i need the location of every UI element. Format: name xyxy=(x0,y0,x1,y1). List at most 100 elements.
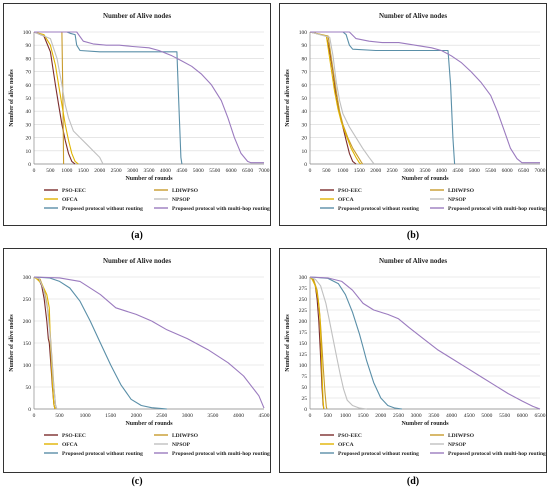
y-tick-label: 40 xyxy=(26,109,32,115)
legend-label-proposed-protocol-with-multi-hop-routing: Proposed protocol with multi-hop routing xyxy=(448,206,546,212)
x-tick-label: 4500 xyxy=(464,413,475,419)
x-tick-label: 4000 xyxy=(446,413,457,419)
series-line-ofca xyxy=(33,276,56,410)
x-tick-label: 3500 xyxy=(144,168,155,174)
chart-title: Number of Alive nodes xyxy=(103,12,171,20)
series-line-ofca xyxy=(33,31,79,165)
legend-label-proposed-protocol-without-routing: Proposed protocol without routing xyxy=(338,451,419,457)
y-tick-label: 10 xyxy=(26,149,32,155)
legend-label-ldiwpso: LDIWPSO xyxy=(172,433,199,439)
series-line-proposed-protocol-without-routing xyxy=(34,31,183,165)
x-tick-label: 500 xyxy=(55,413,64,419)
chart-title: Number of Alive nodes xyxy=(103,257,171,265)
series-line-pso-eec xyxy=(33,31,76,165)
series-line-proposed-protocol-without-routing xyxy=(309,276,403,410)
chart-frame-d: Number of Alive nodes 0 25 50 75 100 125 150 175… xyxy=(279,248,547,473)
legend-label-npsop: NPSOP xyxy=(448,442,467,448)
panel-label-b: (b) xyxy=(406,230,420,241)
x-tick-label: 6000 xyxy=(502,168,513,174)
y-tick-label: 60 xyxy=(302,83,308,89)
x-tick-label: 5500 xyxy=(485,168,496,174)
chart-title: Number of Alive nodes xyxy=(379,257,447,265)
x-tick-label: 1500 xyxy=(105,413,116,419)
y-tick-label: 150 xyxy=(23,341,32,347)
x-tick-label: 0 xyxy=(33,168,36,174)
x-tick-label: 2000 xyxy=(131,413,142,419)
legend-label-ofca: OFCA xyxy=(62,197,78,203)
y-tick-label: 0 xyxy=(304,407,307,413)
y-tick-label: 70 xyxy=(302,70,308,76)
legend-label-npsop: NPSOP xyxy=(448,197,467,203)
x-tick-label: 6500 xyxy=(535,413,546,419)
x-tick-label: 3500 xyxy=(420,168,431,174)
x-axis-label: Number of rounds xyxy=(401,176,449,182)
y-tick-label: 50 xyxy=(26,385,32,391)
x-axis-label: Number of rounds xyxy=(125,421,173,427)
chart-d: Number of Alive nodes 0 25 50 75 100 125 150 175… xyxy=(285,257,546,457)
y-tick-label: 200 xyxy=(23,319,32,325)
x-axis-label: Number of rounds xyxy=(125,176,173,182)
y-axis-label: Number of alive nodes xyxy=(9,69,15,127)
y-tick-label: 100 xyxy=(299,363,308,369)
y-tick-label: 50 xyxy=(302,96,308,102)
x-tick-label: 500 xyxy=(324,413,333,419)
x-axis-label: Number of rounds xyxy=(401,421,449,427)
y-tick-label: 25 xyxy=(302,396,308,402)
y-tick-label: 150 xyxy=(299,341,308,347)
y-tick-label: 60 xyxy=(26,83,32,89)
legend-label-ofca: OFCA xyxy=(338,197,354,203)
legend-label-ldiwpso: LDIWPSO xyxy=(448,433,475,439)
legend-label-proposed-protocol-with-multi-hop-routing: Proposed protocol with multi-hop routing xyxy=(172,451,270,457)
y-tick-label: 300 xyxy=(23,275,32,281)
x-tick-label: 6500 xyxy=(518,168,529,174)
x-tick-label: 1000 xyxy=(337,168,348,174)
series-line-ldiwpso xyxy=(309,31,364,165)
x-tick-label: 0 xyxy=(33,413,36,419)
series-line-proposed-protocol-with-multi-hop-routing xyxy=(310,31,540,164)
chart-frame-b: Number of Alive nodes 0 10 20 30 40 50 60 70 80 90… xyxy=(279,3,547,226)
x-tick-label: 4000 xyxy=(160,168,171,174)
y-tick-label: 300 xyxy=(299,275,308,281)
x-tick-label: 2500 xyxy=(393,413,404,419)
x-tick-label: 3500 xyxy=(207,413,218,419)
y-tick-label: 175 xyxy=(299,330,308,336)
x-tick-label: 1500 xyxy=(354,168,365,174)
y-tick-label: 90 xyxy=(302,43,308,49)
series-line-npsop xyxy=(309,276,367,410)
legend-label-proposed-protocol-without-routing: Proposed protocol without routing xyxy=(62,206,143,212)
series-line-proposed-protocol-with-multi-hop-routing xyxy=(309,276,541,410)
chart-panel-c: Number of Alive nodes 0 50 100 150 200 250 300 0… xyxy=(0,246,275,492)
legend-label-proposed-protocol-without-routing: Proposed protocol without routing xyxy=(338,206,419,212)
panel-label-c: (c) xyxy=(131,476,143,487)
x-tick-label: 6000 xyxy=(226,168,237,174)
x-tick-label: 5500 xyxy=(499,413,510,419)
x-tick-label: 3500 xyxy=(428,413,439,419)
y-tick-label: 30 xyxy=(302,122,308,128)
y-tick-label: 70 xyxy=(26,70,32,76)
y-tick-label: 90 xyxy=(26,43,32,49)
x-tick-label: 4000 xyxy=(233,413,244,419)
x-tick-label: 4500 xyxy=(259,413,270,419)
chart-panel-a: Number of Alive nodes 0 10 20 30 40 50 60 70 80 90… xyxy=(0,0,275,246)
x-tick-label: 2500 xyxy=(156,413,167,419)
chart-panel-d: Number of Alive nodes 0 25 50 75 100 125 150 175… xyxy=(275,246,550,492)
panel-label-a: (a) xyxy=(131,230,143,241)
x-tick-label: 3000 xyxy=(182,413,193,419)
y-tick-label: 0 xyxy=(28,407,31,413)
legend-label-proposed-protocol-without-routing: Proposed protocol without routing xyxy=(62,451,143,457)
legend-label-ldiwpso: LDIWPSO xyxy=(448,188,475,194)
chart-panel-b: Number of Alive nodes 0 10 20 30 40 50 60 70 80 90… xyxy=(275,0,550,246)
chart-frame-c: Number of Alive nodes 0 50 100 150 200 250 300 0… xyxy=(3,248,271,473)
x-tick-label: 2000 xyxy=(94,168,105,174)
x-tick-label: 3000 xyxy=(411,413,422,419)
series-line-proposed-protocol-with-multi-hop-routing xyxy=(34,31,264,164)
y-tick-label: 50 xyxy=(302,385,308,391)
legend-label-pso-eec: PSO-EEC xyxy=(62,188,86,194)
y-tick-label: 275 xyxy=(299,286,308,292)
legend-label-ldiwpso: LDIWPSO xyxy=(172,188,199,194)
x-tick-label: 6500 xyxy=(242,168,253,174)
y-tick-label: 50 xyxy=(26,96,32,102)
series-line-ofca xyxy=(309,31,362,165)
y-tick-label: 125 xyxy=(299,352,308,358)
y-tick-label: 10 xyxy=(302,149,308,155)
